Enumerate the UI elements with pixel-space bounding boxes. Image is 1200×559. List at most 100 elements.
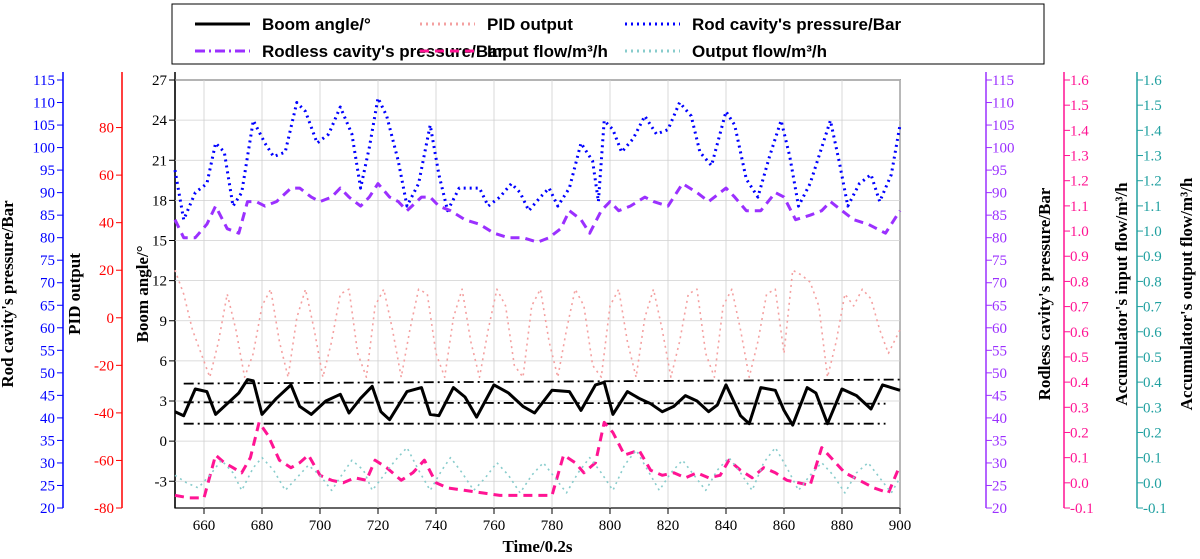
axis-tick-label-rodless: 75 xyxy=(992,253,1007,269)
axis-tick-label-outflow: 0.0 xyxy=(1143,476,1162,492)
axis-tick-label-rodless: 60 xyxy=(992,321,1007,337)
series-line-2 xyxy=(183,401,886,405)
axis-title-rod: Rod cavity's pressure/Bar xyxy=(0,200,17,388)
x-tick-label: 860 xyxy=(773,518,796,534)
series-line-1 xyxy=(183,378,901,385)
axis-tick-label-rodless: 55 xyxy=(992,343,1007,359)
right-axes: 20 25 30 35 40 45 50 55 60 65 70 75 80 85 90 95 100 105 11… xyxy=(985,72,1196,517)
plot-area xyxy=(173,79,902,509)
x-tick-label: 900 xyxy=(889,518,912,534)
x-tick-label: 720 xyxy=(367,518,390,534)
axis-tick-label-rodless: 35 xyxy=(992,433,1007,449)
axis-title-outflow: Accumulator's output flow/m³/h xyxy=(1177,177,1196,410)
axis-tick-label-rodless: 80 xyxy=(992,231,1007,247)
axis-tick-label-rodless: 20 xyxy=(992,501,1007,517)
axis-tick-label-rod: 90 xyxy=(40,186,55,202)
axis-tick-label-rodless: 30 xyxy=(992,456,1007,472)
series-line-5 xyxy=(173,182,902,244)
x-tick-label: 740 xyxy=(425,518,448,534)
x-tick-label: 780 xyxy=(541,518,564,534)
axis-tick-label-rod: 105 xyxy=(33,118,56,134)
axis-tick-label-inflow: 0.0 xyxy=(1070,476,1089,492)
x-tick-label: 840 xyxy=(715,518,738,534)
axis-tick-label-outflow: -0.1 xyxy=(1143,501,1167,517)
series-line-4 xyxy=(173,96,902,222)
axis-tick-label-boom: 6 xyxy=(160,354,168,370)
axis-tick-label-outflow: 1.5 xyxy=(1143,98,1162,114)
x-tick-label: 800 xyxy=(599,518,622,534)
axis-tick-label-pid: 60 xyxy=(99,168,114,184)
left-axes: -3 0 3 6 9 12 15 18 21 24 27 Boom angle/° -80 -60 -40 -… xyxy=(0,72,176,517)
axis-tick-label-boom: 9 xyxy=(160,314,168,330)
series-line-7 xyxy=(174,420,902,500)
axis-tick-label-outflow: 0.7 xyxy=(1143,300,1162,316)
legend-label-3: Rodless cavity's pressure/Bar xyxy=(262,42,505,61)
axis-tick-label-rodless: 90 xyxy=(992,186,1007,202)
axis-tick-label-outflow: 0.9 xyxy=(1143,249,1162,265)
axis-tick-label-outflow: 1.1 xyxy=(1143,199,1162,215)
axis-tick-label-rodless: 50 xyxy=(992,366,1007,382)
axis-tick-label-inflow: 0.5 xyxy=(1070,350,1089,366)
axis-tick-label-rod: 50 xyxy=(40,366,55,382)
axis-tick-label-rodless: 70 xyxy=(992,276,1007,292)
axis-tick-label-inflow: 0.8 xyxy=(1070,274,1089,290)
x-axis-title: Time/0.2s xyxy=(502,537,572,556)
x-axis: 660 680 700 720 740 760 780 800 820 840 860 880 900 T… xyxy=(193,508,912,556)
axis-title-rodless: Rodless cavity's pressure/Bar xyxy=(1035,187,1054,400)
axis-tick-label-boom: 15 xyxy=(152,234,167,250)
axis-tick-label-outflow: 1.3 xyxy=(1143,149,1162,165)
axis-tick-label-rodless: 85 xyxy=(992,208,1007,224)
axis-tick-label-rod: 30 xyxy=(40,456,55,472)
axis-tick-label-inflow: 0.9 xyxy=(1070,249,1089,265)
x-tick-label: 880 xyxy=(831,518,854,534)
axis-tick-label-inflow: 0.7 xyxy=(1070,300,1089,316)
axis-tick-label-rod: 110 xyxy=(33,96,55,112)
axis-tick-label-rodless: 25 xyxy=(992,478,1007,494)
axis-tick-label-pid: 20 xyxy=(99,263,114,279)
axis-tick-label-inflow: 0.1 xyxy=(1070,451,1089,467)
axis-title-inflow: Accumulator's input flow/m³/h xyxy=(1112,182,1131,406)
axis-tick-label-boom: 0 xyxy=(160,434,168,450)
axis-tick-label-pid: 40 xyxy=(99,216,114,232)
axis-tick-label-outflow: 0.1 xyxy=(1143,451,1162,467)
x-tick-label: 680 xyxy=(251,518,274,534)
x-tick-label: 700 xyxy=(309,518,332,534)
axis-tick-label-inflow: 1.0 xyxy=(1070,224,1089,240)
axis-tick-label-outflow: 1.6 xyxy=(1143,73,1162,89)
axis-tick-label-pid: 0 xyxy=(107,311,115,327)
axis-tick-label-outflow: 1.2 xyxy=(1143,174,1162,190)
legend-label-2: Rod cavity's pressure/Bar xyxy=(692,15,901,34)
axis-tick-label-rodless: 45 xyxy=(992,388,1007,404)
axis-tick-label-rod: 115 xyxy=(33,73,55,89)
axis-tick-label-outflow: 0.6 xyxy=(1143,325,1162,341)
axis-title-boom: Boom angle/° xyxy=(133,246,152,343)
axis-tick-label-rodless: 40 xyxy=(992,411,1007,427)
axis-tick-label-outflow: 0.5 xyxy=(1143,350,1162,366)
axis-tick-label-boom: 18 xyxy=(152,193,167,209)
axis-tick-label-rod: 40 xyxy=(40,411,55,427)
axis-tick-label-rodless: 110 xyxy=(992,96,1014,112)
axis-tick-label-pid: -40 xyxy=(94,406,114,422)
axis-tick-label-rod: 45 xyxy=(40,388,55,404)
axis-tick-label-outflow: 1.4 xyxy=(1143,123,1162,139)
axis-tick-label-boom: -3 xyxy=(155,474,168,490)
axis-tick-label-inflow: 1.1 xyxy=(1070,199,1089,215)
axis-tick-label-rod: 95 xyxy=(40,163,55,179)
legend-label-4: Input flow/m³/h xyxy=(487,42,608,61)
axis-tick-label-inflow: 1.3 xyxy=(1070,149,1089,165)
axis-tick-label-rod: 85 xyxy=(40,208,55,224)
axis-tick-label-pid: -80 xyxy=(94,501,114,517)
x-tick-label: 660 xyxy=(193,518,216,534)
axis-tick-label-pid: -60 xyxy=(94,453,114,469)
axis-tick-label-outflow: 0.3 xyxy=(1143,400,1162,416)
axis-tick-label-outflow: 0.8 xyxy=(1143,274,1162,290)
axis-tick-label-boom: 24 xyxy=(152,113,168,129)
legend-label-0: Boom angle/° xyxy=(262,15,371,34)
axis-tick-label-boom: 12 xyxy=(152,274,167,290)
axis-tick-label-rodless: 95 xyxy=(992,163,1007,179)
axis-tick-label-inflow: 0.2 xyxy=(1070,425,1089,441)
axis-tick-label-rodless: 65 xyxy=(992,298,1007,314)
axis-tick-label-pid: -20 xyxy=(94,358,114,374)
axis-tick-label-rodless: 100 xyxy=(992,141,1015,157)
